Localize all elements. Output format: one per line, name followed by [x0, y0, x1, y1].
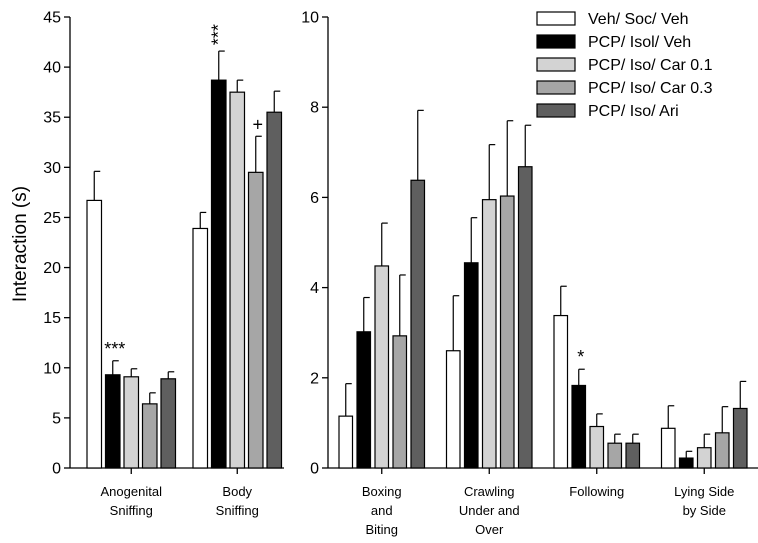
panel-right: 0 2 4 6 8 10 Boxing and Biting Crawling Under and O… [301, 10, 758, 537]
legend-label: PCP/ Iso/ Ari [588, 103, 679, 120]
legend-swatch [536, 34, 576, 49]
category-label: Body [222, 484, 252, 499]
y-tick-label: 15 [43, 310, 61, 327]
y-tick-label: 35 [43, 110, 61, 127]
bar [229, 91, 246, 469]
bar [553, 314, 569, 469]
y-axis-label: Interaction (s) [10, 186, 31, 302]
bar [714, 432, 730, 469]
y-tick-label: 2 [310, 370, 319, 387]
y-tick-label: 8 [310, 100, 319, 117]
bar [445, 350, 461, 469]
bar [338, 415, 354, 469]
bar [104, 374, 121, 469]
bar [192, 227, 209, 469]
legend: Veh/ Soc/ Veh PCP/ Isol/ Veh PCP/ Iso/ Car… [536, 11, 713, 120]
significance-label: *** [209, 24, 229, 45]
y-tick-label: 10 [301, 10, 319, 27]
bar [481, 199, 497, 469]
category-label: and [371, 503, 393, 518]
legend-swatch [536, 57, 576, 72]
bar [660, 427, 676, 469]
bar [123, 376, 140, 469]
panel-left: 0 5 10 15 20 25 30 35 40 45 Anogenital Sniffing Body… [43, 10, 284, 518]
legend-label: PCP/ Iso/ Car 0.3 [588, 80, 713, 97]
bar [571, 384, 587, 469]
category-label: Under and [459, 503, 520, 518]
significance-label: *** [104, 339, 125, 359]
legend-swatch [536, 80, 576, 95]
legend-swatch [536, 11, 576, 26]
bar [266, 111, 283, 469]
bar [356, 331, 372, 469]
category-label: Lying Side [674, 484, 734, 499]
y-tick-label: 45 [43, 10, 61, 27]
bar [86, 199, 103, 469]
y-tick-label: 25 [43, 210, 61, 227]
bar [392, 335, 408, 469]
category-label: Crawling [464, 484, 515, 499]
bar [247, 171, 264, 469]
category-label: Boxing [362, 484, 402, 499]
category-label: Over [475, 522, 504, 537]
category-label: by Side [683, 503, 726, 518]
bar [732, 407, 748, 469]
category-label: Anogenital [101, 484, 163, 499]
significance-label: + [252, 114, 263, 134]
y-tick-label: 30 [43, 160, 61, 177]
bar [678, 457, 694, 469]
legend-label: PCP/ Iso/ Car 0.1 [588, 57, 713, 74]
legend-label: Veh/ Soc/ Veh [588, 11, 689, 28]
bar [625, 442, 641, 469]
category-label: Sniffing [110, 503, 153, 518]
y-tick-label: 0 [310, 461, 319, 478]
bar [463, 262, 479, 469]
category-label: Following [569, 484, 624, 499]
bar [210, 79, 227, 469]
y-tick-label: 4 [310, 280, 319, 297]
category-label: Biting [365, 522, 398, 537]
bar [141, 403, 158, 469]
bar [696, 447, 712, 469]
y-tick-label: 10 [43, 360, 61, 377]
bar [499, 195, 515, 469]
y-tick-label: 20 [43, 260, 61, 277]
y-tick-label: 40 [43, 60, 61, 77]
bar [374, 265, 390, 469]
legend-label: PCP/ Isol/ Veh [588, 34, 691, 51]
y-tick-label: 5 [52, 410, 61, 427]
y-tick-label: 6 [310, 190, 319, 207]
significance-label: * [577, 347, 584, 367]
bar [410, 179, 426, 469]
bar [517, 166, 533, 469]
bar [160, 378, 177, 469]
y-tick-label: 0 [52, 461, 61, 478]
bar [607, 442, 623, 469]
bar [589, 425, 605, 469]
legend-swatch [536, 103, 576, 118]
category-label: Sniffing [216, 503, 259, 518]
